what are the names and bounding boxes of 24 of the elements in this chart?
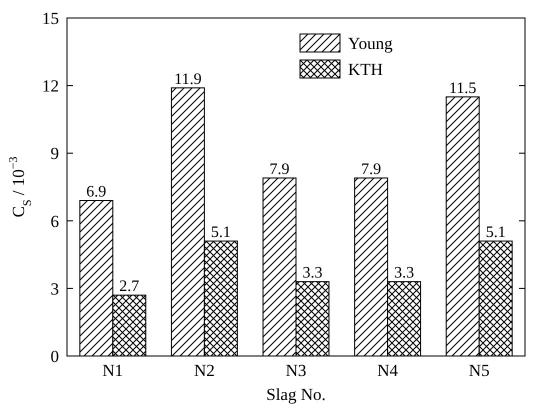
y-tick-label: 6 [50, 212, 59, 231]
y-tick-label: 9 [50, 144, 59, 164]
data-label: 3.3 [302, 264, 322, 282]
data-label: 2.7 [119, 278, 140, 296]
legend-label: Young [348, 34, 394, 53]
y-tick-label: 15 [42, 8, 59, 28]
data-label: 7.9 [361, 160, 382, 178]
y-tick-label: 12 [42, 76, 59, 96]
x-tick-label: N4 [377, 361, 398, 380]
data-label: 5.1 [210, 224, 231, 242]
data-label: 11.5 [449, 80, 476, 97]
legend-label: KTH [348, 60, 383, 79]
x-tick-label: N2 [194, 361, 215, 380]
x-tick-label: N5 [468, 361, 490, 380]
y-tick-label: 0 [50, 346, 59, 366]
data-label: 7.9 [270, 160, 290, 178]
data-label: 3.3 [394, 264, 414, 282]
x-tick-label: N3 [286, 361, 306, 380]
x-tick-label: N1 [102, 361, 124, 380]
data-label: 6.9 [86, 184, 106, 201]
data-label: 5.1 [486, 224, 506, 242]
data-label: 11.9 [174, 70, 202, 88]
y-tick-label: 3 [50, 279, 59, 298]
x-axis-title: Slag No. [266, 385, 326, 404]
